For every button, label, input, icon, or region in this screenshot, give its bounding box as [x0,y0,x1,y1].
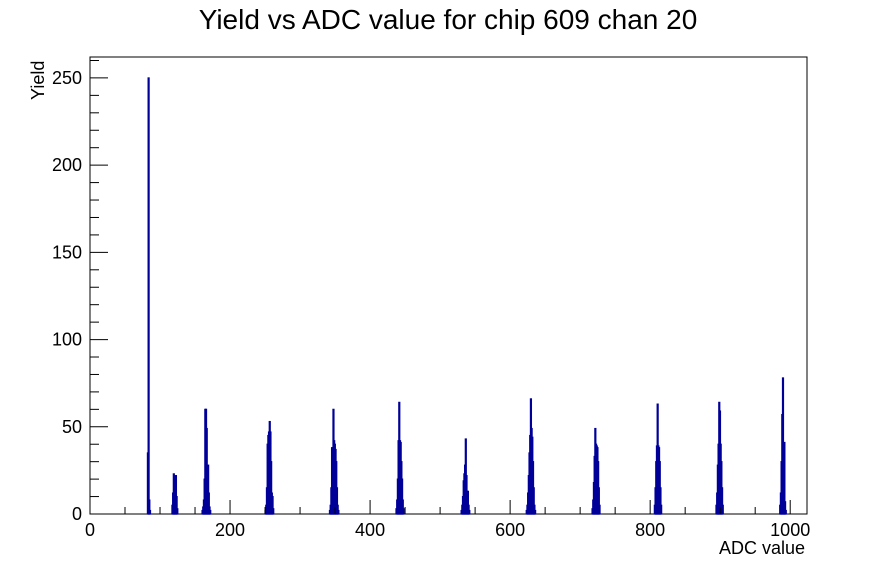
y-tick-label: 0 [72,504,82,524]
x-tick-label: 600 [495,520,525,540]
plot-border [89,56,808,515]
histogram-bar [272,508,275,515]
histogram-bar [176,508,179,515]
y-tick-label: 150 [52,242,82,262]
histogram-bar [209,509,212,515]
histogram-bar [337,509,340,515]
y-tick-label: 250 [52,68,82,88]
histogram-bar [660,504,663,515]
histogram-bar [534,509,537,515]
plot-frame [89,56,808,515]
histogram-bar [468,509,471,515]
y-tick-label: 100 [52,330,82,350]
x-tick-label: 0 [85,520,95,540]
histogram-bar [721,504,724,515]
histogram-bars [146,77,787,515]
x-tick-label: 200 [215,520,245,540]
histogram-bar [598,504,601,515]
histogram-bar [402,508,405,515]
histogram-bar [148,509,152,515]
histogram-bar [147,77,150,515]
x-tick-label: 1000 [770,520,810,540]
histogram-bar [784,509,787,515]
x-tick-label: 400 [355,520,385,540]
axes: 0 50 100 150 200 250 0 200 400 600 800 1000 [52,59,810,540]
x-tick-label: 800 [635,520,665,540]
x-axis-label: ADC value [718,538,805,558]
y-tick-label: 50 [62,417,82,437]
chart-title: Yield vs ADC value for chip 609 chan 20 [198,4,698,35]
y-tick-label: 200 [52,155,82,175]
